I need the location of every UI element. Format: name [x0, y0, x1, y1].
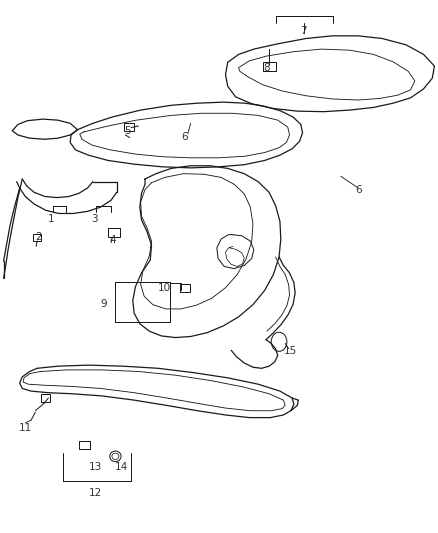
Text: 15: 15: [284, 346, 297, 357]
Text: 7: 7: [300, 26, 307, 36]
Text: 6: 6: [181, 132, 187, 142]
Bar: [79, 441, 90, 449]
Bar: [108, 228, 120, 237]
Text: 10: 10: [158, 282, 171, 293]
Bar: [180, 284, 190, 292]
Text: 13: 13: [88, 462, 102, 472]
Text: 11: 11: [19, 423, 32, 433]
Bar: [42, 394, 50, 402]
Bar: [124, 123, 134, 131]
Text: 2: 2: [35, 232, 42, 243]
Text: 6: 6: [355, 184, 362, 195]
Text: 4: 4: [109, 235, 116, 245]
Text: 3: 3: [92, 214, 98, 224]
Text: 12: 12: [88, 488, 102, 498]
Text: 5: 5: [124, 126, 131, 136]
Bar: [33, 233, 42, 241]
Text: 14: 14: [114, 462, 128, 472]
Text: 1: 1: [48, 214, 55, 224]
Text: 8: 8: [264, 63, 270, 72]
Text: 9: 9: [100, 298, 107, 309]
Bar: [262, 62, 276, 71]
